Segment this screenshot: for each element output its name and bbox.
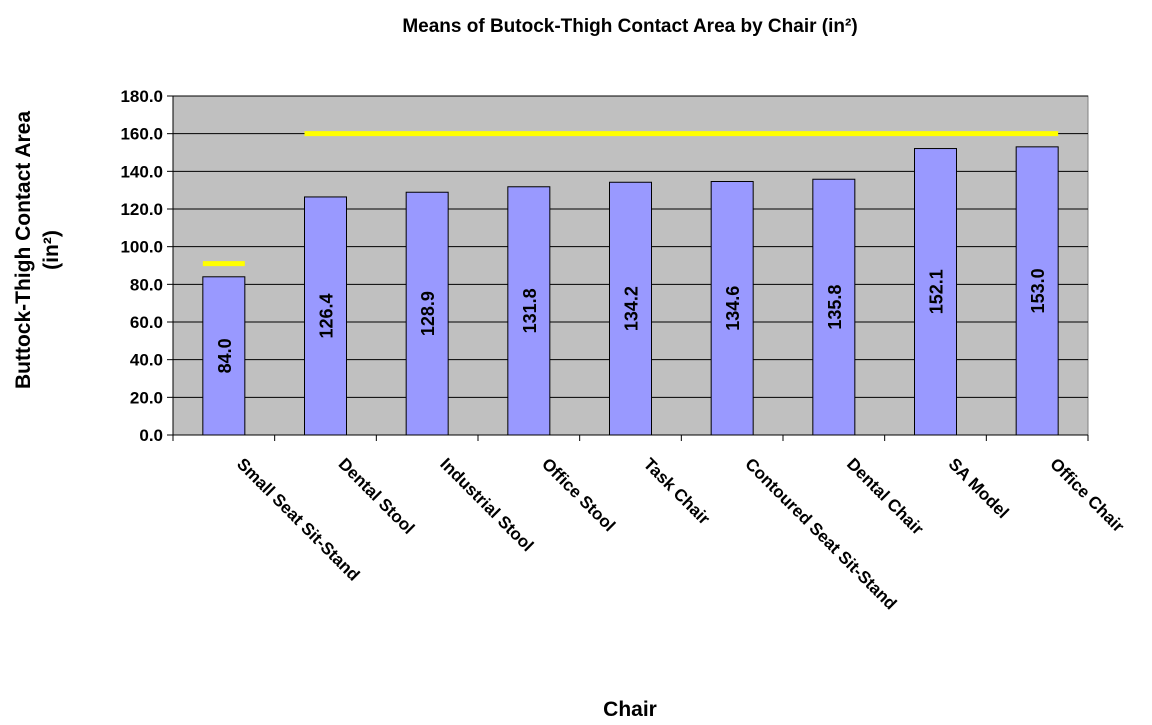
- data-label: 134.6: [723, 286, 743, 331]
- data-label: 128.9: [418, 291, 438, 336]
- y-tick-label: 120.0: [120, 200, 163, 219]
- bar: [609, 181, 652, 436]
- x-tick-label: Office Chair: [1046, 454, 1128, 536]
- x-tick-label: Dental Chair: [843, 454, 928, 539]
- data-label: 152.1: [927, 269, 947, 314]
- bar: [202, 276, 246, 436]
- y-tick-label: 80.0: [130, 275, 163, 294]
- y-tick-label: 60.0: [130, 313, 163, 332]
- data-label: 126.4: [317, 293, 337, 338]
- bar: [507, 186, 551, 436]
- x-tick-label: Dental Stool: [335, 454, 419, 538]
- y-tick-label: 160.0: [120, 125, 163, 144]
- y-axis-label: Buttock-Thigh Contact Area: [12, 111, 35, 389]
- data-label: 134.2: [622, 286, 642, 331]
- x-axis-label: Chair: [603, 698, 657, 721]
- y-tick-label: 140.0: [120, 162, 163, 181]
- x-tick-label: SA Model: [945, 454, 1013, 522]
- y-axis-label: (in²): [40, 230, 63, 270]
- chart-title: Means of Butock-Thigh Contact Area by Ch…: [402, 16, 857, 37]
- bar: [304, 196, 347, 436]
- x-tick-label: Task Chair: [640, 454, 714, 528]
- bar: [914, 148, 957, 436]
- data-label: 153.0: [1028, 268, 1048, 313]
- y-tick-label: 180.0: [120, 87, 163, 106]
- data-label: 135.8: [825, 285, 845, 330]
- bar: [710, 181, 754, 436]
- y-tick-label: 20.0: [130, 388, 163, 407]
- bar: [405, 191, 449, 436]
- y-tick-label: 100.0: [120, 238, 163, 257]
- x-tick-label: Industrial Stool: [436, 454, 537, 555]
- y-tick-label: 40.0: [130, 351, 163, 370]
- bar: [1015, 146, 1059, 436]
- y-tick-label: 0.0: [139, 426, 163, 445]
- data-label: 131.8: [520, 288, 540, 333]
- x-tick-label: Office Stool: [538, 454, 619, 535]
- data-label: 84.0: [215, 338, 235, 373]
- bar: [812, 178, 856, 436]
